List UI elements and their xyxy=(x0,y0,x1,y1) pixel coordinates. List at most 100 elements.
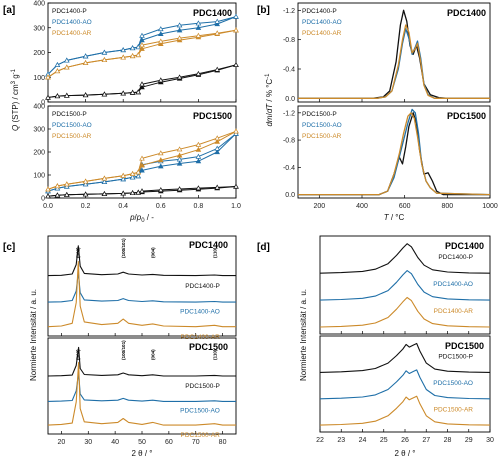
panel-label-b: [b] xyxy=(257,5,270,16)
y-tick-label: 100 xyxy=(33,75,45,82)
subplot-title: PDC1400 xyxy=(189,240,228,250)
x-axis-label: T / °C xyxy=(384,213,405,222)
y-tick-label: 300 xyxy=(33,25,45,32)
desorption-point xyxy=(195,141,202,147)
adsorption-point xyxy=(195,158,202,164)
x-axis-label-part: / °C xyxy=(389,213,405,222)
desorption-point xyxy=(54,93,61,99)
xrd-pattern-ar xyxy=(47,361,236,426)
desorption-point xyxy=(158,77,164,83)
desorption-line-ar xyxy=(47,29,237,78)
x-tick-label: 25 xyxy=(380,437,388,444)
desorption-point xyxy=(54,192,61,198)
subplot-title: PDC1400 xyxy=(447,8,486,18)
desorption-point xyxy=(129,45,136,51)
x-tick-label: 0.8 xyxy=(194,203,204,210)
desorption-line-p xyxy=(47,64,237,98)
adsorption-point xyxy=(158,40,164,46)
x-tick-label: 30 xyxy=(486,437,494,444)
panel-label-c: [c] xyxy=(3,242,15,253)
y-tick-label: 0 xyxy=(41,196,45,203)
xrd-pattern-ao xyxy=(47,372,236,402)
x-tick-label: 60 xyxy=(165,439,173,446)
desorption-point xyxy=(64,57,70,63)
trace-label-ao: PDC1500-AO xyxy=(180,407,220,414)
y-tick-label: -1.2 xyxy=(283,110,295,117)
legend-entry-ao: PDC1500-AO xyxy=(302,122,342,129)
trace-label-p: PDC1500-P xyxy=(438,354,473,361)
legend-entry-ao: PDC1400-AO xyxy=(302,19,342,26)
trace-label-p: PDC1400-P xyxy=(438,254,473,261)
x-tick-label: 0.2 xyxy=(81,203,91,210)
y-axis-label-part: / % °C xyxy=(265,79,274,104)
legend-entry-ar: PDC1500-AR xyxy=(302,133,342,140)
desorption-point xyxy=(233,128,239,134)
x-tick-label: 24 xyxy=(359,437,367,444)
desorption-point xyxy=(101,57,108,63)
desorption-line-p xyxy=(47,186,237,197)
x-axis-label-part: / - xyxy=(145,213,155,222)
peak-label: (002) xyxy=(76,247,81,258)
adsorption-point xyxy=(195,24,202,30)
desorption-point xyxy=(176,35,183,41)
desorption-point xyxy=(82,178,89,184)
desorption-point xyxy=(158,187,164,193)
desorption-point xyxy=(233,27,239,33)
adsorption-point xyxy=(158,31,164,37)
trace-label-ar: PDC1500-AR xyxy=(180,432,220,439)
desorption-point xyxy=(195,153,202,159)
desorption-point xyxy=(139,42,145,48)
xrd-pattern-ar xyxy=(47,260,236,328)
legend-entry-ar: PDC1500-AR xyxy=(52,133,92,140)
peak-label: (004) xyxy=(151,349,156,360)
trace-label-p: PDC1400-P xyxy=(185,283,220,290)
desorption-point xyxy=(101,175,108,181)
y-axis-label-part: g xyxy=(11,74,20,81)
y-tick-label: 0.0 xyxy=(285,96,295,103)
xrd-detail-pattern-ao xyxy=(319,270,491,301)
desorption-point xyxy=(139,155,145,161)
subplot-title: PDC1500 xyxy=(193,111,232,121)
y-axis-label-part: (STP) / cm xyxy=(11,84,20,125)
dtg-curve-ar xyxy=(298,112,491,196)
x-axis-label-part: p xyxy=(136,213,142,222)
x-axis-label-part: / xyxy=(135,213,138,222)
trace-label-ar: PDC1500-AR xyxy=(434,406,474,413)
adsorption-point xyxy=(176,27,183,33)
xrd-pattern-p xyxy=(47,245,236,277)
desorption-point xyxy=(129,89,136,95)
desorption-point xyxy=(45,74,51,80)
legend-entry-p: PDC1400-P xyxy=(302,8,337,15)
x-tick-label: 27 xyxy=(422,437,430,444)
legend-entry-ar: PDC1400-AR xyxy=(302,30,342,37)
x-tick-label: 1000 xyxy=(482,203,498,210)
desorption-point xyxy=(101,190,108,196)
x-tick-label: 400 xyxy=(356,203,368,210)
y-tick-label: 200 xyxy=(33,50,45,57)
desorption-point xyxy=(45,193,51,199)
legend-entry-p: PDC1500-P xyxy=(302,111,337,118)
desorption-point xyxy=(120,54,126,60)
desorption-point xyxy=(195,32,202,38)
xrd-detail-pattern-ar xyxy=(319,395,491,426)
y-axis-label-part: -1 xyxy=(265,73,271,79)
desorption-point xyxy=(82,181,89,187)
x-tick-label: 0.6 xyxy=(156,203,166,210)
adsorption-point xyxy=(139,37,145,43)
trace-label-p: PDC1500-P xyxy=(185,383,220,390)
desorption-point xyxy=(135,173,142,179)
desorption-point xyxy=(64,191,70,197)
desorption-point xyxy=(82,92,89,98)
trace-label-ar: PDC1400-AR xyxy=(180,334,220,341)
desorption-point xyxy=(135,52,142,58)
desorption-point xyxy=(233,183,239,189)
desorption-point xyxy=(135,169,142,175)
adsorption-point xyxy=(214,149,220,155)
legend-entry-p: PDC1500-P xyxy=(52,111,87,118)
y-axis-label-part: dT xyxy=(265,103,274,113)
x-tick-label: 70 xyxy=(192,439,200,446)
peak-label: (110) xyxy=(213,349,218,360)
trace-label-ar: PDC1400-AR xyxy=(434,308,474,315)
panel-label-a: [a] xyxy=(3,5,15,16)
adsorption-point xyxy=(139,84,145,90)
